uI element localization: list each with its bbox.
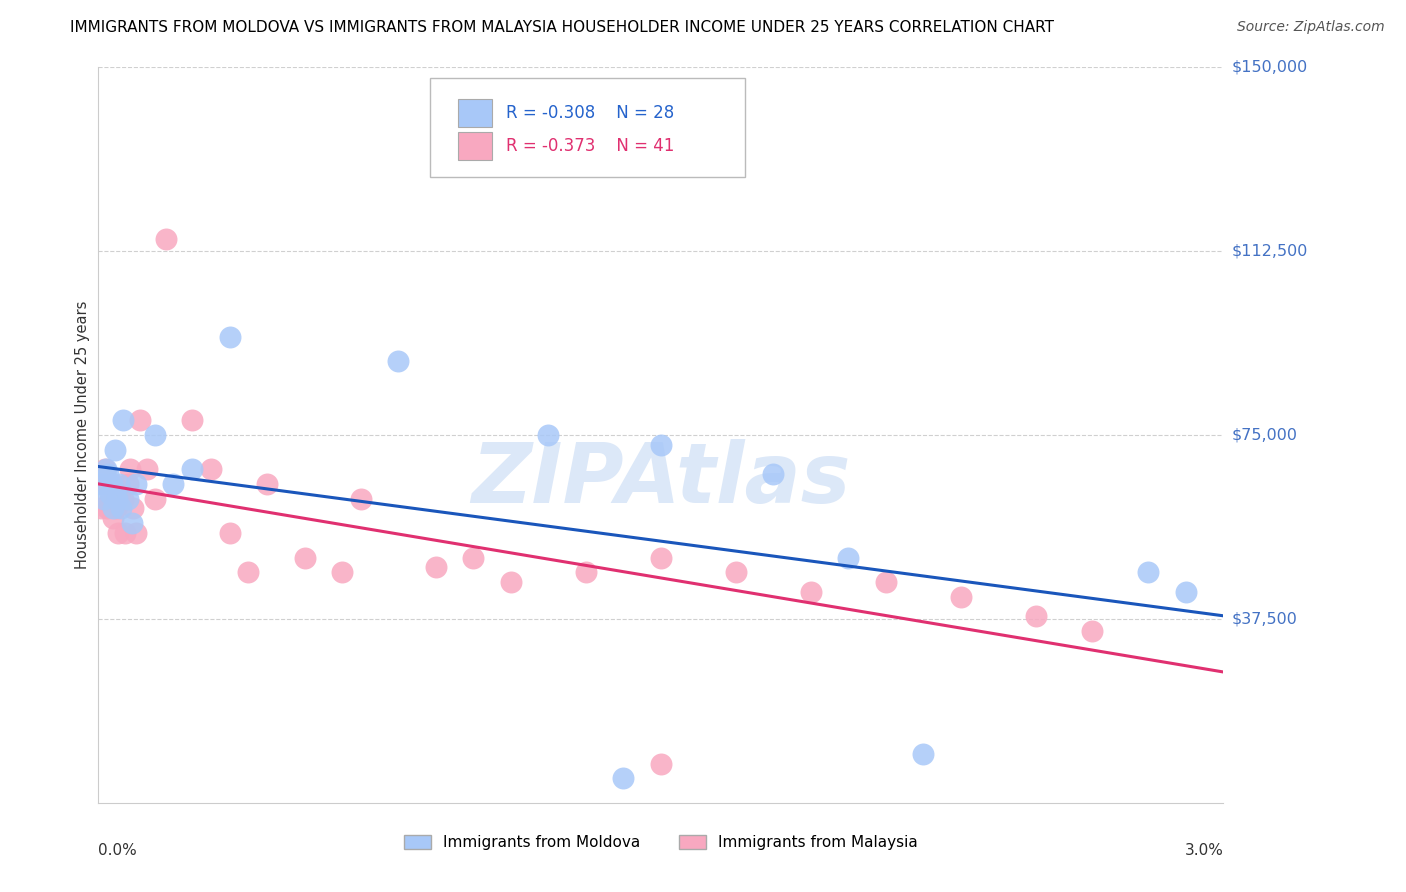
Point (650, 437, 672, 451)
Point (128, 413, 150, 427)
Point (91, 476, 114, 491)
Point (350, 491, 373, 506)
Point (100, 476, 122, 491)
Text: $37,500: $37,500 (1232, 611, 1298, 626)
Text: 3.0%: 3.0% (1184, 843, 1223, 858)
Text: IMMIGRANTS FROM MOLDOVA VS IMMIGRANTS FROM MALAYSIA HOUSEHOLDER INCOME UNDER 25 : IMMIGRANTS FROM MOLDOVA VS IMMIGRANTS FR… (70, 20, 1054, 35)
Point (425, 560, 447, 574)
FancyBboxPatch shape (458, 99, 492, 128)
Point (120, 462, 142, 476)
Point (218, 330, 240, 344)
Point (90, 501, 112, 516)
Point (238, 566, 260, 580)
Point (650, 756, 672, 771)
Point (463, 550, 485, 565)
Point (1174, 585, 1197, 599)
Point (387, 354, 409, 368)
Point (94, 462, 117, 476)
Point (108, 476, 131, 491)
Point (762, 467, 785, 482)
Point (97, 467, 120, 482)
Text: R = -0.308    N = 28: R = -0.308 N = 28 (506, 104, 673, 122)
Point (912, 747, 935, 761)
Point (104, 442, 127, 457)
Point (181, 413, 204, 427)
Point (103, 476, 125, 491)
Point (101, 511, 124, 525)
Text: $112,500: $112,500 (1232, 244, 1308, 259)
Text: 0.0%: 0.0% (98, 843, 138, 858)
Point (108, 487, 131, 501)
Point (181, 462, 204, 476)
Point (110, 501, 132, 516)
Point (1025, 609, 1047, 624)
Point (125, 525, 148, 540)
Point (875, 574, 897, 589)
Point (143, 491, 166, 506)
Point (100, 491, 122, 506)
Point (98, 487, 121, 501)
Point (122, 501, 145, 516)
Point (114, 525, 136, 540)
Point (103, 501, 125, 516)
Point (256, 476, 278, 491)
Point (650, 550, 672, 565)
Text: ZIPAtlas: ZIPAtlas (471, 439, 851, 519)
Point (97, 476, 120, 491)
Point (136, 462, 159, 476)
Point (837, 550, 859, 565)
Y-axis label: Householder Income Under 25 years: Householder Income Under 25 years (75, 301, 90, 569)
Point (499, 574, 522, 589)
Point (218, 525, 240, 540)
Point (294, 550, 316, 565)
Point (121, 516, 143, 530)
Point (575, 566, 598, 580)
Point (105, 501, 128, 516)
Point (724, 566, 747, 580)
Legend: Immigrants from Moldova, Immigrants from Malaysia: Immigrants from Moldova, Immigrants from… (404, 835, 918, 850)
Text: $75,000: $75,000 (1232, 427, 1298, 442)
Point (1081, 624, 1104, 639)
Point (91, 476, 114, 491)
Point (96, 501, 118, 516)
Point (117, 476, 139, 491)
Point (107, 525, 129, 540)
FancyBboxPatch shape (430, 78, 745, 178)
FancyBboxPatch shape (458, 132, 492, 160)
Point (200, 462, 222, 476)
Point (612, 771, 634, 786)
Point (143, 427, 166, 442)
Text: Source: ZipAtlas.com: Source: ZipAtlas.com (1237, 20, 1385, 34)
Text: R = -0.373    N = 41: R = -0.373 N = 41 (506, 136, 673, 154)
Point (125, 476, 148, 491)
Point (800, 585, 823, 599)
Point (105, 491, 128, 506)
Point (93, 491, 115, 506)
Point (117, 491, 139, 506)
Text: $150,000: $150,000 (1232, 60, 1308, 74)
Point (155, 232, 177, 246)
Point (111, 413, 134, 427)
Point (111, 491, 134, 506)
Point (330, 566, 353, 580)
Point (162, 476, 184, 491)
Point (1137, 566, 1160, 580)
Point (94, 462, 117, 476)
Point (537, 427, 560, 442)
Point (949, 590, 972, 604)
